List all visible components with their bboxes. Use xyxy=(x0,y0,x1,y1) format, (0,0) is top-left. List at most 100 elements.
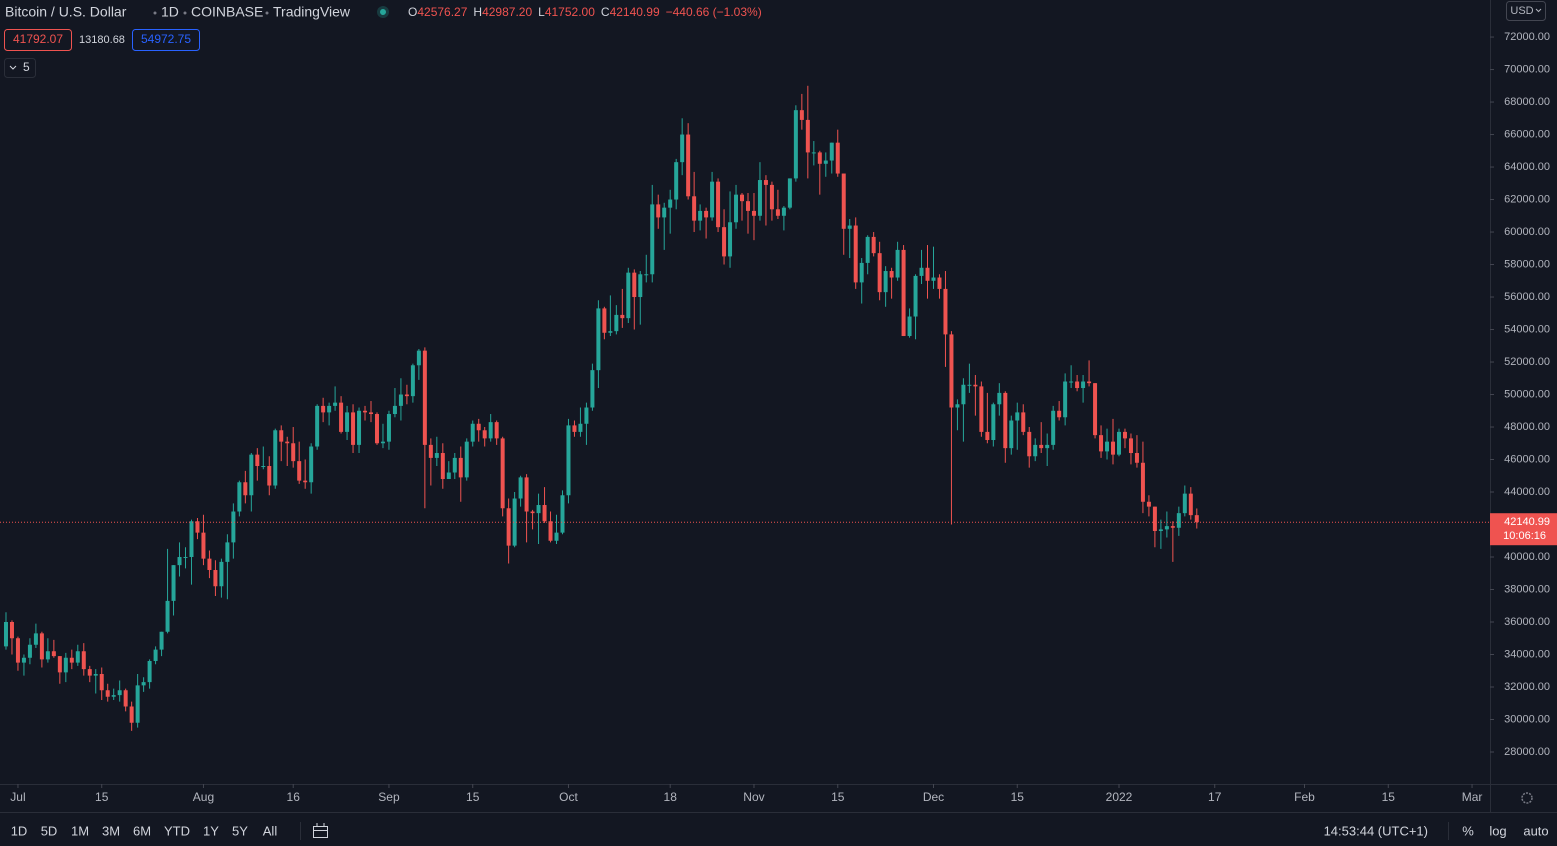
indicator-toggle[interactable] xyxy=(4,58,36,78)
candle-body xyxy=(69,657,74,663)
candle-body xyxy=(21,657,26,663)
y-tick-label: 38000.00 xyxy=(1504,583,1550,595)
percent-toggle[interactable]: % xyxy=(1462,823,1474,838)
candle-body xyxy=(357,410,362,445)
y-tick-label: 58000.00 xyxy=(1504,258,1550,270)
candle-body xyxy=(464,441,469,478)
candle-body xyxy=(440,453,445,480)
sell-box[interactable] xyxy=(4,29,72,51)
range-button[interactable]: 1M xyxy=(71,823,89,838)
ohlc-value: 42140.99 xyxy=(610,5,660,19)
interval[interactable]: 1D xyxy=(161,4,179,20)
clock[interactable]: 14:53:44 (UTC+1) xyxy=(1324,823,1428,838)
last-price-box xyxy=(1490,513,1557,546)
candle-body xyxy=(979,386,984,432)
candle-body xyxy=(751,210,756,216)
buy-box[interactable] xyxy=(132,29,200,51)
y-tick-label: 40000.00 xyxy=(1504,551,1550,563)
candle-body xyxy=(674,162,679,200)
candle-body xyxy=(267,466,272,486)
y-tick-label: 30000.00 xyxy=(1504,713,1550,725)
candle-body xyxy=(105,690,110,697)
settings-icon[interactable] xyxy=(1521,792,1533,804)
x-tick-label: 15 xyxy=(95,790,109,804)
candle-body xyxy=(668,199,673,208)
candle-body xyxy=(1116,431,1121,455)
range-button[interactable]: 1Y xyxy=(203,823,219,838)
y-tick-label: 32000.00 xyxy=(1504,681,1550,693)
candle-body xyxy=(662,207,667,218)
candle-body xyxy=(740,194,745,202)
candle-body xyxy=(943,288,948,335)
candle-body xyxy=(93,673,98,676)
candle-body xyxy=(775,209,780,216)
candle-body xyxy=(273,430,278,486)
range-button[interactable]: YTD xyxy=(164,823,190,838)
candle-body xyxy=(285,441,290,444)
candle-body xyxy=(111,695,116,697)
candle-body xyxy=(243,482,248,496)
candle-body xyxy=(249,454,254,496)
candle-body xyxy=(991,404,996,441)
candle-body xyxy=(835,142,840,174)
candle-body xyxy=(1075,381,1080,389)
currency-box[interactable] xyxy=(1506,1,1546,21)
y-tick-label: 64000.00 xyxy=(1504,161,1550,173)
x-tick-label: 16 xyxy=(287,790,301,804)
candle-body xyxy=(345,412,350,432)
candle-body xyxy=(698,210,703,221)
candle-body xyxy=(374,414,379,444)
candle-body xyxy=(398,394,403,406)
spread: 13180.68 xyxy=(79,34,125,46)
range-button[interactable]: All xyxy=(263,823,278,838)
candle-body xyxy=(1093,383,1098,436)
candle-body xyxy=(853,225,858,283)
symbol[interactable]: Bitcoin / U.S. Dollar xyxy=(5,4,127,20)
candle-body xyxy=(638,274,643,298)
candle-body xyxy=(889,271,894,278)
candle-body xyxy=(805,119,810,153)
candle-body xyxy=(327,405,332,413)
candle-body xyxy=(632,272,637,298)
candle-body xyxy=(494,422,499,439)
candle-body xyxy=(692,196,697,221)
candle-body xyxy=(811,152,816,154)
calendar-icon[interactable] xyxy=(313,823,328,838)
y-tick-label: 48000.00 xyxy=(1504,421,1550,433)
range-button[interactable]: 5Y xyxy=(232,823,248,838)
x-tick-label: Oct xyxy=(559,790,578,804)
candle-body xyxy=(602,308,607,333)
candle-body xyxy=(566,425,571,496)
candle-body xyxy=(626,272,631,319)
x-tick-label: 15 xyxy=(1382,790,1396,804)
candle-body xyxy=(907,316,912,337)
y-tick-label: 62000.00 xyxy=(1504,193,1550,205)
y-tick-label: 50000.00 xyxy=(1504,388,1550,400)
auto-toggle[interactable]: auto xyxy=(1523,823,1548,838)
log-toggle[interactable]: log xyxy=(1489,823,1506,838)
candle-body xyxy=(913,275,918,317)
ohlc-key: H xyxy=(473,5,482,19)
candle-body xyxy=(1033,444,1038,457)
candle-body xyxy=(620,314,625,319)
y-tick-label: 56000.00 xyxy=(1504,291,1550,303)
candle-body xyxy=(680,134,685,163)
candle-body xyxy=(422,350,427,445)
candle-body xyxy=(416,350,421,366)
candle-body xyxy=(548,521,553,541)
candle-body xyxy=(1003,392,1008,449)
candle-body xyxy=(470,423,475,442)
range-button[interactable]: 6M xyxy=(133,823,151,838)
candle-body xyxy=(745,201,750,211)
candle-body xyxy=(147,660,152,683)
candle-body xyxy=(15,638,20,663)
x-tick-label: Nov xyxy=(743,790,764,804)
candle-body xyxy=(578,423,583,432)
candle-body xyxy=(722,227,727,257)
candle-body xyxy=(1057,410,1062,418)
candle-body xyxy=(261,466,266,468)
range-button[interactable]: 3M xyxy=(102,823,120,838)
range-button[interactable]: 5D xyxy=(41,823,58,838)
candle-body xyxy=(997,392,1002,405)
range-button[interactable]: 1D xyxy=(11,823,28,838)
